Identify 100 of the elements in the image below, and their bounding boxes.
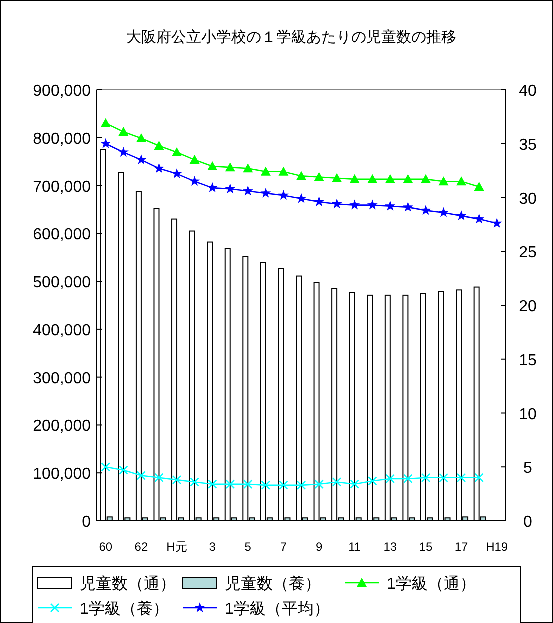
legend-label: 1学級（養） xyxy=(80,600,169,618)
point xyxy=(474,473,484,483)
point xyxy=(100,118,111,128)
y-tick-label: 700,000 xyxy=(33,178,92,196)
y-tick-label: 300,000 xyxy=(33,370,92,388)
legend-label: 1学級（通） xyxy=(387,575,476,593)
point xyxy=(420,174,431,184)
point xyxy=(438,176,449,186)
point xyxy=(136,154,147,164)
point xyxy=(190,478,200,487)
x-tick-label: 17 xyxy=(454,540,469,554)
point xyxy=(118,146,129,157)
point xyxy=(474,214,485,224)
x-tick-label: 3 xyxy=(209,540,216,554)
point xyxy=(242,186,254,196)
y-tick-label: 100,000 xyxy=(33,466,92,484)
y2-tick-label: 25 xyxy=(519,244,537,262)
legend-label: 1学級（平均） xyxy=(225,600,330,618)
point xyxy=(208,162,218,171)
y-tick-label: 400,000 xyxy=(33,322,92,340)
point xyxy=(367,200,378,210)
x-tick-label: 5 xyxy=(244,540,252,554)
x-tick-label: 9 xyxy=(316,540,323,554)
point xyxy=(350,174,360,184)
point xyxy=(172,168,182,178)
point xyxy=(385,200,396,211)
point xyxy=(260,166,271,176)
point xyxy=(314,196,325,207)
point xyxy=(421,473,431,483)
x-tick-label: 62 xyxy=(134,540,148,554)
point xyxy=(279,480,288,490)
y-tick-label: 200,000 xyxy=(33,418,92,436)
point xyxy=(314,172,324,182)
point xyxy=(492,218,502,228)
point xyxy=(172,475,182,485)
point xyxy=(207,182,218,192)
point xyxy=(260,188,272,198)
point xyxy=(332,478,342,487)
point xyxy=(278,166,289,176)
x-tick-label: H元 xyxy=(166,540,188,554)
y2-tick-label: 20 xyxy=(519,298,537,316)
point xyxy=(296,480,306,490)
point xyxy=(243,164,254,173)
y2-tick-label: 30 xyxy=(519,190,537,208)
x-tick-label: 7 xyxy=(280,540,288,554)
point xyxy=(225,162,236,172)
x-tick-label: 15 xyxy=(419,540,433,554)
x-tick-label: 11 xyxy=(348,540,362,554)
y-tick-label: 900,000 xyxy=(33,83,92,100)
point xyxy=(332,173,342,182)
point xyxy=(368,174,378,184)
point xyxy=(261,480,271,490)
y2-tick-label: 10 xyxy=(519,406,537,424)
x-tick-label: 60 xyxy=(99,540,113,554)
legend-label: 児童数（養） xyxy=(225,575,321,593)
chart-title: 大阪府公立小学校の１学級あたりの児童数の推移 xyxy=(126,29,456,46)
point xyxy=(154,141,164,150)
point xyxy=(332,198,342,209)
point xyxy=(368,476,378,486)
point xyxy=(136,471,146,480)
point xyxy=(100,138,112,148)
y2-tick-label: 0 xyxy=(524,514,533,531)
point xyxy=(439,473,448,483)
point xyxy=(438,207,449,218)
legend-label: 児童数（通） xyxy=(80,575,176,593)
point xyxy=(402,202,414,212)
point xyxy=(154,473,164,483)
y2-tick-label: 5 xyxy=(524,460,533,478)
point xyxy=(190,176,200,186)
point xyxy=(208,480,218,490)
y-tick-label: 500,000 xyxy=(33,274,92,292)
x-tick-label: H19 xyxy=(486,540,508,554)
point xyxy=(474,182,484,191)
point xyxy=(226,480,236,490)
y-tick-label: 600,000 xyxy=(33,226,92,244)
point xyxy=(386,474,396,484)
point xyxy=(225,184,236,194)
point xyxy=(420,205,432,216)
point xyxy=(456,210,467,221)
point xyxy=(350,480,360,490)
point xyxy=(403,174,414,184)
point xyxy=(296,193,307,204)
point xyxy=(278,190,289,200)
point xyxy=(172,147,182,156)
point xyxy=(119,466,128,476)
y-tick-label: 800,000 xyxy=(33,130,92,148)
point xyxy=(244,480,253,490)
y2-tick-label: 40 xyxy=(519,83,537,100)
point xyxy=(404,474,413,484)
point xyxy=(314,480,324,490)
point xyxy=(385,174,396,184)
y2-tick-label: 35 xyxy=(519,136,537,154)
x-tick-label: 13 xyxy=(384,540,398,554)
point xyxy=(456,176,467,186)
point xyxy=(190,155,200,164)
point xyxy=(101,462,111,472)
y2-tick-label: 15 xyxy=(519,352,537,370)
point xyxy=(118,127,129,136)
point xyxy=(350,200,360,210)
point xyxy=(154,163,164,174)
